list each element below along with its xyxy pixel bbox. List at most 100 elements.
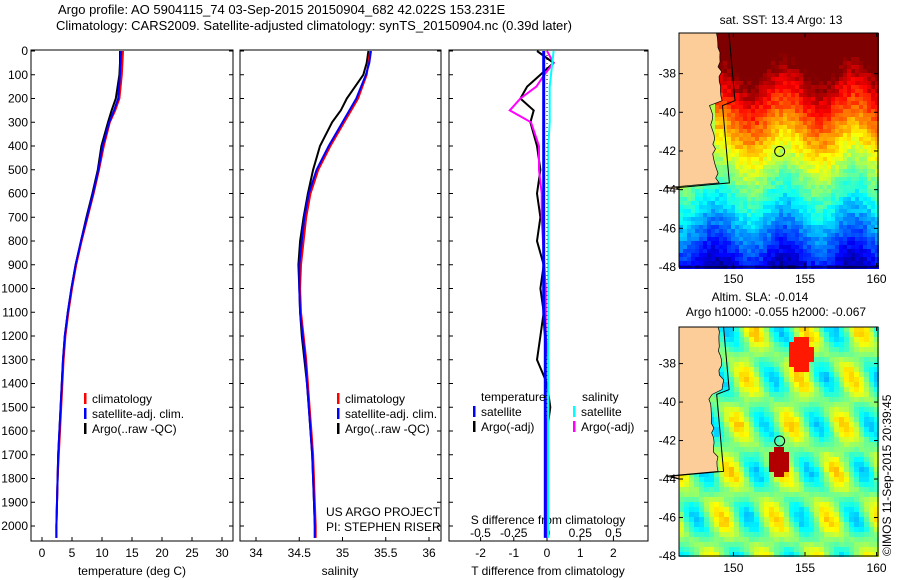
map-cell: [699, 537, 704, 542]
map-cell: [819, 427, 824, 432]
map-cell: [683, 253, 687, 257]
map-cell: [694, 522, 699, 527]
map-cell: [729, 387, 734, 392]
map-cell: [739, 482, 744, 487]
map-cell: [771, 101, 775, 105]
map-cell: [859, 487, 864, 492]
map-cell: [739, 129, 743, 133]
map-cell: [763, 109, 767, 113]
map-cell: [847, 221, 851, 225]
map-cell: [875, 85, 879, 89]
map-cell: [719, 81, 723, 85]
map-cell: [875, 241, 879, 245]
map-cell: [769, 387, 774, 392]
map-cell: [749, 537, 754, 542]
map-cell: [827, 181, 831, 185]
map-cell: [735, 213, 739, 217]
map-cell: [819, 467, 824, 472]
map-cell: [727, 45, 731, 49]
map-cell: [764, 332, 769, 337]
map-cell: [769, 407, 774, 412]
map-cell: [824, 457, 829, 462]
map-cell: [719, 85, 723, 89]
map-cell: [739, 492, 744, 497]
map-cell: [739, 517, 744, 522]
map-cell: [799, 33, 803, 37]
map-cell: [779, 241, 783, 245]
map-cell: [707, 189, 711, 193]
map-cell: [711, 245, 715, 249]
map-cell: [791, 85, 795, 89]
map-cell: [859, 205, 863, 209]
map-cell: [859, 257, 863, 261]
map-cell: [739, 229, 743, 233]
map-cell: [724, 347, 729, 352]
map-cell: [743, 97, 747, 101]
map-cell: [784, 467, 789, 472]
map-cell: [783, 57, 787, 61]
map-cell: [719, 173, 723, 177]
map-cell: [804, 527, 809, 532]
map-cell: [775, 101, 779, 105]
map-cell: [855, 177, 859, 181]
map-cell: [779, 332, 784, 337]
map-cell: [855, 109, 859, 113]
map-cell: [864, 472, 869, 477]
map-cell: [847, 197, 851, 201]
map-cell: [855, 45, 859, 49]
map-cell: [727, 77, 731, 81]
map-cell: [829, 392, 834, 397]
map-cell: [755, 125, 759, 129]
map-cell: [851, 113, 855, 117]
map-cell: [867, 181, 871, 185]
map-cell: [794, 412, 799, 417]
map-cell: [851, 241, 855, 245]
map-cell: [799, 422, 804, 427]
map-cell: [714, 487, 719, 492]
map-cell: [763, 125, 767, 129]
map-cell: [775, 65, 779, 69]
map-cell: [854, 347, 859, 352]
map-cell: [799, 492, 804, 497]
map-cell: [744, 357, 749, 362]
map-cell: [749, 417, 754, 422]
map-cell: [849, 522, 854, 527]
map-cell: [723, 69, 727, 73]
map-cell: [844, 387, 849, 392]
map-cell: [747, 157, 751, 161]
map-cell: [727, 245, 731, 249]
map-cell: [784, 342, 789, 347]
map-cell: [749, 512, 754, 517]
map-cell: [855, 129, 859, 133]
map-cell: [769, 342, 774, 347]
map-cell: [715, 121, 719, 125]
map-cell: [804, 412, 809, 417]
map-cell: [799, 77, 803, 81]
map-cell: [859, 241, 863, 245]
map-cell: [764, 547, 769, 552]
map-cell: [769, 372, 774, 377]
map-cell: [849, 492, 854, 497]
map-cell: [859, 89, 863, 93]
map-cell: [783, 201, 787, 205]
map-cell: [679, 527, 684, 532]
map-cell: [711, 229, 715, 233]
map-cell: [843, 217, 847, 221]
map-cell: [771, 225, 775, 229]
map-cell: [811, 81, 815, 85]
map-cell: [767, 197, 771, 201]
map-cell: [831, 81, 835, 85]
map-cell: [683, 197, 687, 201]
tdiff-legend-label: Argo(-adj): [481, 420, 534, 434]
map-cell: [774, 327, 779, 332]
map-cell: [723, 101, 727, 105]
map-cell: [823, 97, 827, 101]
map-cell: [791, 157, 795, 161]
map-cell: [824, 547, 829, 552]
map-cell: [851, 257, 855, 261]
map-cell: [791, 249, 795, 253]
map-cell: [703, 257, 707, 261]
map-cell: [771, 217, 775, 221]
map-cell: [729, 542, 734, 547]
map-cell: [779, 85, 783, 89]
